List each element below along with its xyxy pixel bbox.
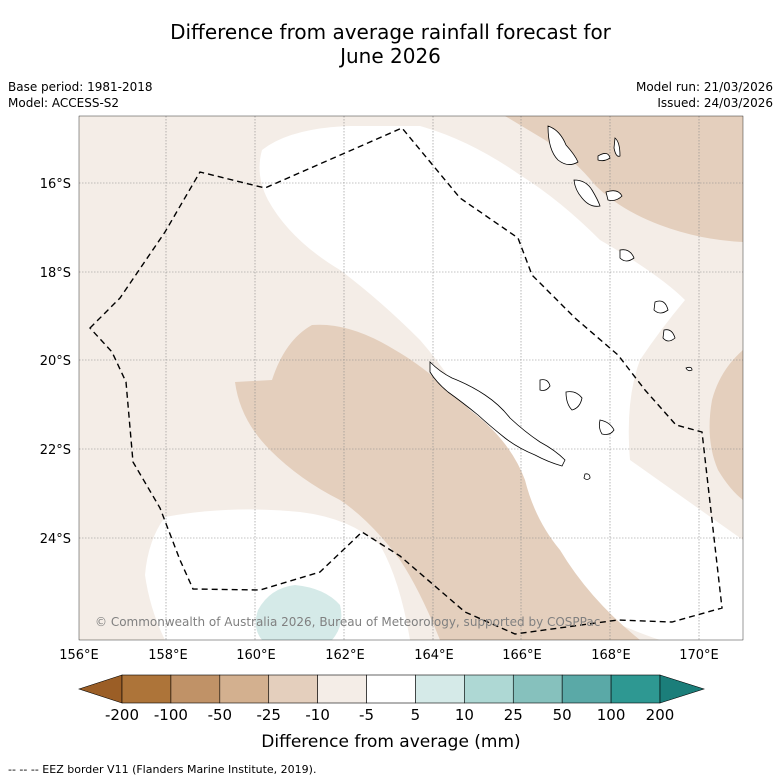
- map-frame: [78, 115, 744, 641]
- colorbar-label: 5: [411, 706, 421, 724]
- colorbar-label: -5: [359, 706, 374, 724]
- below-average-band-right: [709, 350, 743, 500]
- colorbar-cell: [512, 674, 563, 704]
- colorbar: -200 -100 -50 -25 -10 -5 5 10 25 50 100 200 Differe…: [78, 674, 705, 752]
- coastlines: [429, 125, 693, 480]
- colorbar-cell: [219, 674, 270, 704]
- above-average-patch: [255, 585, 342, 640]
- colorbar-cell: [464, 674, 514, 704]
- lon-label-164e: 164°E: [414, 648, 454, 663]
- colorbar-low-extend: [78, 674, 123, 704]
- vanuatu-pentecost: [613, 137, 621, 157]
- colorbar-cell: [415, 674, 465, 704]
- loyalty-island-ouvea: [539, 379, 551, 391]
- lat-label-20s: 20°S: [40, 354, 71, 369]
- lat-label-18s: 18°S: [40, 266, 71, 281]
- colorbar-label: 10: [455, 706, 474, 724]
- colorbar-cell: [268, 674, 318, 704]
- lon-label-170e: 170°E: [679, 648, 719, 663]
- base-period-text: Base period: 1981-2018: [8, 80, 153, 94]
- vanuatu-malekula: [573, 179, 601, 207]
- lon-label-166e: 166°E: [502, 648, 542, 663]
- title-line-2: June 2026: [340, 44, 441, 68]
- lon-label-162e: 162°E: [325, 648, 365, 663]
- colorbar-high-extend: [659, 674, 705, 704]
- meta-left: Base period: 1981-2018 Model: ACCESS-S2: [8, 79, 153, 111]
- longitude-labels: 156°E 158°E 160°E 162°E 164°E 166°E 168°…: [59, 648, 719, 663]
- colorbar-cells: [121, 674, 661, 704]
- isle-of-pines: [583, 473, 591, 480]
- meta-right: Model run: 21/03/2026 Issued: 24/03/2026: [636, 79, 773, 111]
- colorbar-labels: -200 -100 -50 -25 -10 -5 5 10 25 50 100 200: [105, 706, 674, 724]
- colorbar-cell: [170, 674, 221, 704]
- lon-label-158e: 158°E: [148, 648, 188, 663]
- colorbar-label: 25: [504, 706, 523, 724]
- copyright-text: © Commonwealth of Australia 2026, Bureau…: [95, 615, 600, 629]
- lat-label-16s: 16°S: [40, 177, 71, 192]
- eez-border: [89, 127, 723, 635]
- lat-label-22s: 22°S: [40, 443, 71, 458]
- lon-label-160e: 160°E: [236, 648, 276, 663]
- vanuatu-erromango: [619, 249, 635, 262]
- lat-label-24s: 24°S: [40, 532, 71, 547]
- colorbar-cell: [121, 674, 172, 704]
- colorbar-label: 50: [553, 706, 572, 724]
- latitude-labels: 16°S 18°S 20°S 22°S 24°S: [40, 177, 71, 547]
- issued-text: Issued: 24/03/2026: [657, 96, 773, 110]
- colorbar-label: -100: [154, 706, 188, 724]
- loyalty-island-mare: [598, 419, 615, 435]
- colorbar-label: 200: [646, 706, 675, 724]
- colorbar-label: 100: [597, 706, 626, 724]
- lon-label-168e: 168°E: [591, 648, 631, 663]
- colorbar-cell: [317, 674, 367, 704]
- loyalty-island-lifou: [565, 391, 583, 411]
- below-average-band-main: [235, 324, 640, 640]
- title-line-1: Difference from average rainfall forecas…: [170, 20, 611, 44]
- vanuatu-efate: [605, 190, 623, 201]
- colorbar-label: -10: [305, 706, 330, 724]
- map-title: Difference from average rainfall forecas…: [0, 20, 781, 68]
- eez-footnote: -- -- -- EEZ border V11 (Flanders Marine…: [8, 763, 317, 776]
- map-panel: © Commonwealth of Australia 2026, Bureau…: [79, 116, 743, 640]
- vanuatu-aneityum: [662, 329, 676, 342]
- vanuatu-maewo: [597, 153, 611, 162]
- colorbar-cell: [561, 674, 612, 704]
- new-caledonia-main-island: [429, 361, 566, 467]
- colorbar-label: -200: [105, 706, 139, 724]
- lon-label-156e: 156°E: [59, 648, 99, 663]
- colorbar-label: -25: [256, 706, 281, 724]
- graticule: [79, 116, 743, 640]
- vanuatu-tanna: [653, 300, 669, 314]
- colorbar-label: -50: [208, 706, 233, 724]
- islet-east: [685, 366, 693, 372]
- colorbar-title: Difference from average (mm): [261, 732, 520, 752]
- colorbar-cell: [366, 674, 416, 704]
- model-run-text: Model run: 21/03/2026: [635, 80, 773, 94]
- vanuatu-espiritu-santo: [547, 125, 579, 165]
- colorbar-cell: [610, 674, 661, 704]
- model-text: Model: ACCESS-S2: [8, 96, 120, 110]
